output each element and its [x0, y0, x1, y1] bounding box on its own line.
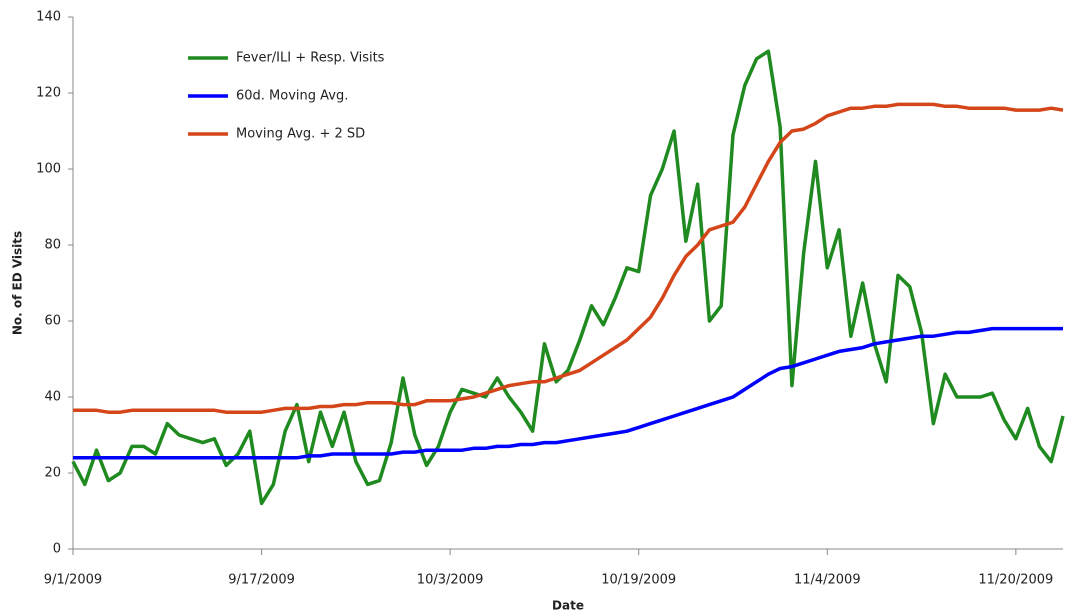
- x-tick-label: 11/4/2009: [794, 573, 861, 588]
- y-axis-title: No. of ED Visits: [11, 231, 25, 335]
- x-tick-label: 11/20/2009: [978, 573, 1053, 588]
- y-tick-label: 0: [53, 542, 61, 557]
- x-tick-label: 9/17/2009: [228, 573, 295, 588]
- x-tick-label: 9/1/2009: [44, 573, 102, 588]
- y-tick-label: 20: [44, 466, 61, 481]
- y-tick-label: 120: [36, 86, 61, 101]
- y-tick-label: 40: [44, 390, 61, 405]
- y-tick-label: 80: [44, 238, 61, 253]
- x-axis-title: Date: [552, 599, 584, 613]
- series-line: [71, 49, 1065, 506]
- legend-label: 60d. Moving Avg.: [236, 89, 348, 104]
- legend-label: Moving Avg. + 2 SD: [236, 127, 365, 142]
- y-tick-label: 100: [36, 162, 61, 177]
- series-line: [73, 102, 1064, 414]
- x-tick-label: 10/19/2009: [601, 573, 676, 588]
- x-tick-label: 10/3/2009: [417, 573, 484, 588]
- series-line: [73, 326, 1063, 460]
- y-tick-label: 60: [44, 314, 61, 329]
- legend-label: Fever/ILI + Resp. Visits: [236, 51, 385, 66]
- y-tick-label: 140: [36, 10, 61, 25]
